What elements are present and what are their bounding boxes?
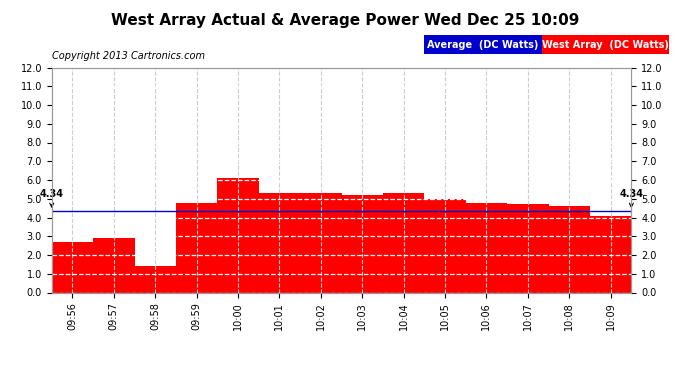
- Text: West Array  (DC Watts): West Array (DC Watts): [542, 40, 669, 50]
- Text: Copyright 2013 Cartronics.com: Copyright 2013 Cartronics.com: [52, 51, 205, 61]
- Bar: [466, 202, 507, 292]
- Bar: [93, 238, 135, 292]
- Text: Average  (DC Watts): Average (DC Watts): [427, 40, 539, 50]
- Bar: [424, 199, 466, 292]
- Text: 4.34: 4.34: [40, 189, 63, 207]
- Bar: [135, 266, 176, 292]
- Bar: [217, 178, 259, 292]
- Bar: [549, 206, 590, 292]
- Text: West Array Actual & Average Power Wed Dec 25 10:09: West Array Actual & Average Power Wed De…: [111, 13, 579, 28]
- Bar: [52, 242, 93, 292]
- Bar: [259, 193, 300, 292]
- Bar: [507, 204, 549, 292]
- Bar: [342, 195, 383, 292]
- Bar: [383, 193, 424, 292]
- Bar: [176, 202, 217, 292]
- Text: 4.34: 4.34: [620, 189, 643, 207]
- Bar: [590, 216, 631, 292]
- Bar: [300, 193, 342, 292]
